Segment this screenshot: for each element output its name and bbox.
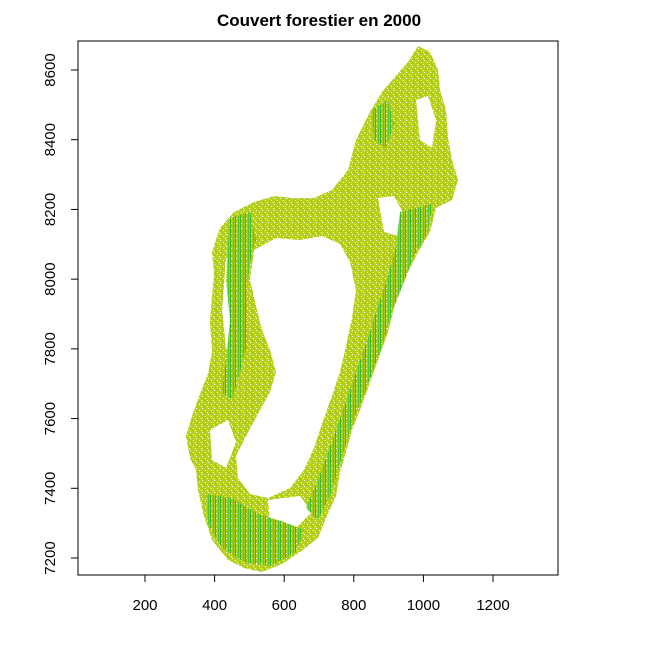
x-tick-label: 1000	[407, 597, 440, 614]
x-tick-label: 1200	[476, 597, 509, 614]
dense-east-forest	[306, 204, 432, 520]
y-tick-label: 8600	[42, 53, 59, 86]
unforested-highlands	[236, 236, 356, 498]
y-tick-label: 8400	[42, 123, 59, 156]
x-tick-label: 800	[341, 597, 366, 614]
y-tick-label: 7200	[42, 541, 59, 574]
x-tick-label: 200	[132, 597, 157, 614]
forest-cover-layer	[186, 46, 458, 572]
y-tick-label: 7800	[42, 332, 59, 365]
y-tick-label: 7400	[42, 472, 59, 505]
map-title: Couvert forestier en 2000	[217, 11, 421, 30]
y-tick-label: 7600	[42, 402, 59, 435]
x-tick-label: 400	[202, 597, 227, 614]
x-tick-label: 600	[272, 597, 297, 614]
dense-south-forest	[206, 494, 304, 566]
y-axis: 7200 7400 7600 7800 8000 8200 8400 8600	[42, 53, 79, 575]
y-tick-label: 8000	[42, 262, 59, 295]
unforested-north-valley	[378, 196, 404, 236]
dense-north-forest	[372, 100, 394, 148]
x-axis: 200 400 600 800 1000 1200	[132, 574, 510, 614]
unforested-north-east	[416, 96, 436, 148]
unforested-south-west	[210, 420, 236, 468]
unforested-south	[268, 496, 312, 528]
dense-west-forest	[222, 212, 256, 400]
y-tick-label: 8200	[42, 193, 59, 226]
